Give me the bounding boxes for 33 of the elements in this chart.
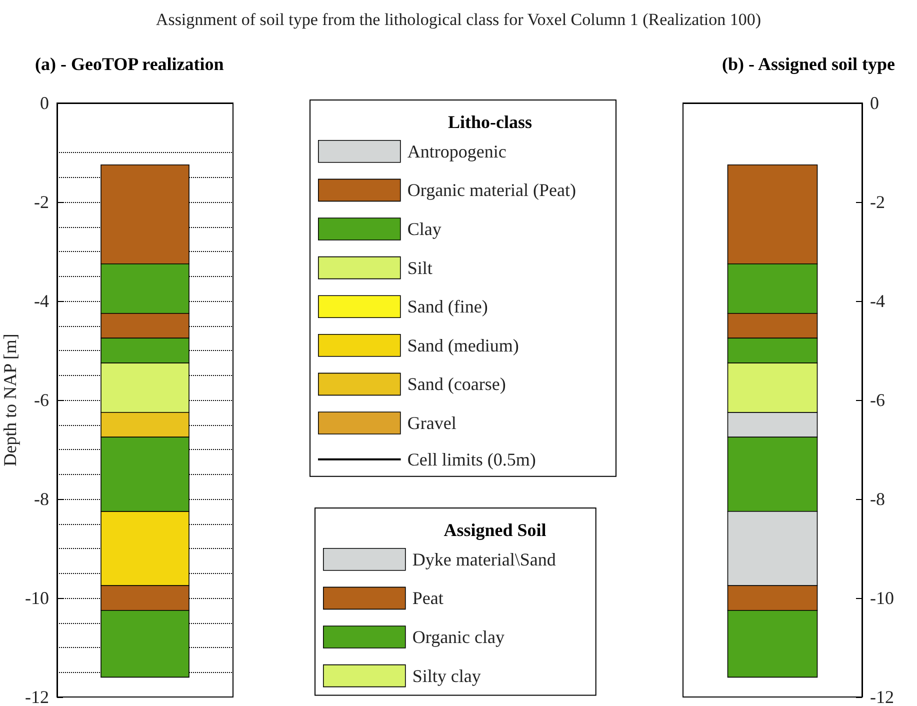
y-tick-label: -6 bbox=[34, 390, 49, 410]
legend-label: Dyke material\Sand bbox=[412, 549, 556, 570]
y-tick-label: -4 bbox=[34, 291, 49, 311]
text: Assignment of soil type from the lithological class for Voxel Column 1 (Realization 100) bbox=[156, 10, 762, 29]
legend-label: Sand (medium) bbox=[407, 335, 519, 356]
y-tick-label: 0 bbox=[870, 93, 879, 113]
legend-label: Organic clay bbox=[412, 627, 505, 647]
chart-subtitle: (a) - GeoTOP realization bbox=[35, 54, 224, 74]
legend-label: Cell limits (0.5m) bbox=[407, 449, 536, 470]
y-tick-label: -8 bbox=[34, 489, 49, 509]
legend-label: Silt bbox=[407, 258, 432, 278]
legend-label: Peat bbox=[412, 588, 444, 608]
legend-title: Assigned Soil bbox=[444, 520, 546, 540]
y-axis-title: Depth to NAP [m] bbox=[0, 334, 20, 466]
y-tick-label: -2 bbox=[870, 192, 885, 212]
legend-label: Organic material (Peat) bbox=[407, 180, 576, 200]
y-tick-label: -10 bbox=[870, 588, 894, 608]
legend-label: Silty clay bbox=[412, 666, 481, 686]
legend-label: Antropogenic bbox=[407, 141, 506, 162]
y-tick-label: -12 bbox=[25, 687, 49, 706]
legend-label: Clay bbox=[407, 219, 442, 239]
legend-title: Litho-class bbox=[448, 112, 532, 132]
y-tick-label: -12 bbox=[870, 687, 894, 706]
legend-label: Sand (fine) bbox=[407, 296, 488, 317]
y-tick-label: -10 bbox=[25, 588, 49, 608]
y-tick-label: -2 bbox=[34, 192, 49, 212]
y-tick-label: -6 bbox=[870, 390, 885, 410]
chart-title: (b) - Assigned soil type bbox=[722, 54, 895, 74]
y-tick-label: 0 bbox=[40, 93, 49, 113]
y-tick-label: -4 bbox=[870, 291, 885, 311]
y-tick-label: -8 bbox=[870, 489, 885, 509]
legend-label: Gravel bbox=[407, 413, 456, 433]
legend-label: Sand (coarse) bbox=[407, 374, 506, 394]
